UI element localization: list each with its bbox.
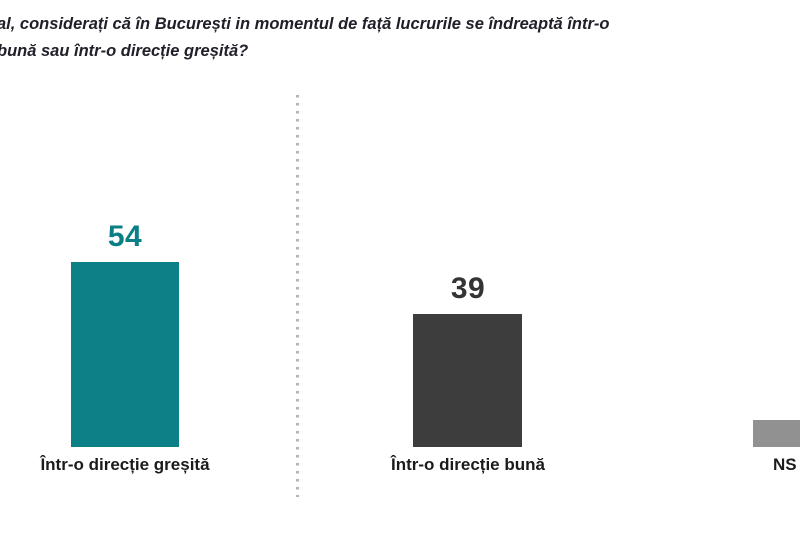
bar-value-directie-gresita: 54 [107, 220, 143, 253]
chart-title-line-1: al, considerați că în București in momen… [0, 15, 610, 33]
bar-label-directie-buna: Într-o direcție bună [391, 455, 545, 474]
bar-directie-buna [413, 314, 522, 447]
bar-label-ns-nr: NS [773, 455, 797, 474]
bar-directie-gresita [71, 262, 179, 447]
chart-title-line-2: bună sau într-o direcție greșită? [0, 42, 249, 60]
dotted-divider [296, 95, 299, 497]
chart-title: al, considerați că în București in momen… [0, 11, 609, 65]
bar-value-directie-buna: 39 [450, 272, 486, 305]
bar-label-directie-gresita: Într-o direcție greșită [40, 455, 210, 474]
bar-ns-nr [753, 420, 800, 447]
